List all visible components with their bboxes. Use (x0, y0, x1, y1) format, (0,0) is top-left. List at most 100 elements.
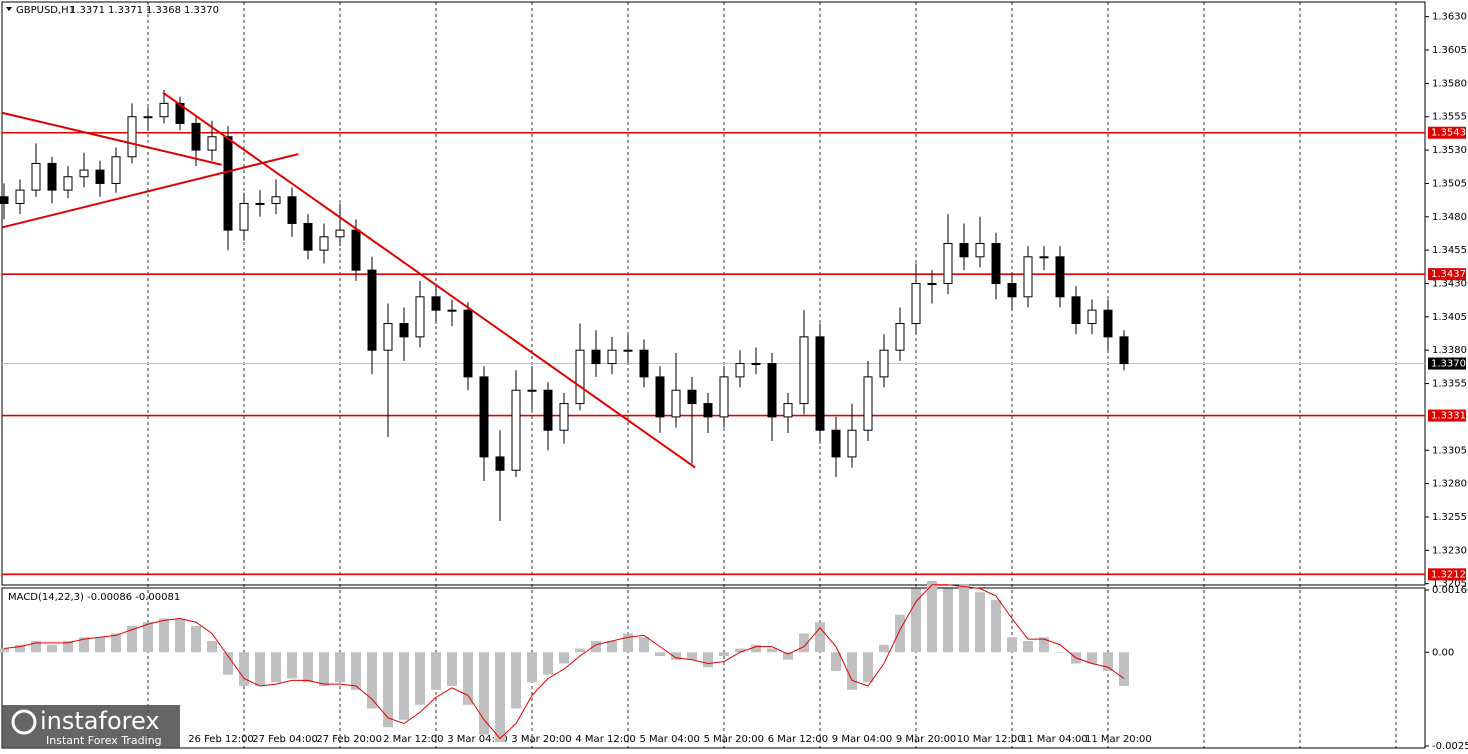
macd-bar (239, 652, 249, 686)
macd-bar (431, 652, 441, 690)
x-tick-label: 11 Mar 20:00 (1085, 734, 1152, 745)
macd-bar (175, 618, 185, 653)
header-value: 1.3371 (70, 5, 105, 16)
y-tick-label: 1.3205 (1432, 579, 1467, 590)
y-tick-label: 1.3630 (1432, 12, 1467, 23)
candle-body (879, 349, 889, 378)
candle-body (911, 282, 921, 325)
candle-body (783, 403, 793, 418)
candle-body (895, 323, 905, 351)
candle-body (591, 349, 601, 365)
macd-bar (303, 652, 313, 683)
macd-bar (1055, 652, 1065, 653)
macd-bar (703, 652, 713, 668)
candle-body (79, 169, 89, 178)
x-tick-label: 11 Mar 04:00 (1021, 734, 1088, 745)
macd-bar (159, 618, 169, 653)
macd-bar (31, 641, 41, 653)
trendline (1, 153, 299, 229)
candle-body (367, 269, 377, 351)
level-label: 1.3212 (1431, 569, 1466, 580)
candle-body (335, 229, 345, 238)
candle-body (159, 102, 169, 118)
current-price-label: 1.3370 (1431, 359, 1466, 370)
x-tick-label: 6 Mar 12:00 (768, 734, 828, 745)
macd-bar (863, 652, 873, 683)
x-tick-label: 3 Mar 04:00 (447, 734, 507, 745)
candle-body (655, 376, 665, 418)
macd-bar (911, 588, 921, 653)
candle-body (815, 336, 825, 431)
candle-body (127, 116, 137, 158)
macd-bar (207, 641, 217, 653)
candle-body (719, 376, 729, 418)
candle-body (271, 196, 281, 204)
macd-bar (143, 622, 153, 653)
macd-bar (1103, 652, 1113, 671)
header-value: 1.3368 (146, 5, 181, 16)
macd-panel (1, 587, 1426, 749)
macd-bar (79, 637, 89, 653)
candle-body (639, 349, 649, 378)
symbol-title: GBPUSD,H1 (16, 5, 75, 16)
candle-body (991, 242, 1001, 284)
macd-bar (367, 652, 377, 709)
candle-body (207, 136, 217, 151)
candle-body (95, 169, 105, 184)
candle-body (255, 202, 265, 205)
macd-bar (671, 652, 681, 660)
level-tag (1428, 409, 1466, 422)
macd-bar (415, 652, 425, 705)
candle-body (383, 323, 393, 351)
macd-bar (767, 648, 777, 653)
macd-bar (623, 633, 633, 653)
macd-bar (943, 588, 953, 653)
y-tick-label: 1.3455 (1432, 245, 1467, 256)
candle-body (1087, 309, 1097, 325)
candle-body (431, 296, 441, 311)
macd-bar (15, 644, 25, 653)
macd-bar (351, 652, 361, 690)
header-value: 1.3371 (108, 5, 143, 16)
y-tick-label: 1.3405 (1432, 312, 1467, 323)
candle-body (175, 102, 185, 124)
macd-bar (639, 637, 649, 653)
macd-bar (63, 641, 73, 653)
price-panel (1, 1, 1426, 586)
candle-body (143, 116, 153, 119)
macd-bar (0, 648, 9, 653)
candle-body (319, 236, 329, 251)
y-tick-label: 1.3230 (1432, 545, 1467, 556)
candle-body (1055, 256, 1065, 298)
y-tick-label: 1.3430 (1432, 278, 1467, 289)
macd-bar (591, 641, 601, 653)
macd-bar (1007, 637, 1017, 653)
x-tick-label: 2 Mar 12:00 (383, 734, 443, 745)
y-tick-label: 1.3580 (1432, 78, 1467, 89)
candle-body (447, 309, 457, 312)
x-tick-label: 27 Feb 04:00 (252, 734, 318, 745)
x-tick-label: 27 Feb 20:00 (316, 734, 382, 745)
logo-icon (11, 709, 37, 735)
y-tick-label: 1.3380 (1432, 345, 1467, 356)
macd-bar (607, 641, 617, 653)
x-tick-label: 9 Mar 04:00 (832, 734, 892, 745)
level-label: 1.3437 (1431, 269, 1466, 280)
candle-body (863, 376, 873, 431)
current-price-tag (1428, 357, 1466, 370)
y-tick-label: 0.00166 (1432, 585, 1468, 596)
macd-bar (111, 633, 121, 653)
macd-bar (783, 652, 793, 660)
candle-body (47, 162, 57, 191)
candle-body (463, 309, 473, 378)
macd-bar (1119, 652, 1129, 686)
macd-bar (735, 648, 745, 653)
y-tick-label: 1.3505 (1432, 178, 1467, 189)
y-tick-label: 1.3355 (1432, 379, 1467, 390)
macd-bar (959, 584, 969, 653)
candle-body (687, 389, 697, 405)
x-tick-label: 5 Mar 20:00 (704, 734, 764, 745)
level-tag (1428, 126, 1466, 139)
candle-body (1007, 282, 1017, 298)
